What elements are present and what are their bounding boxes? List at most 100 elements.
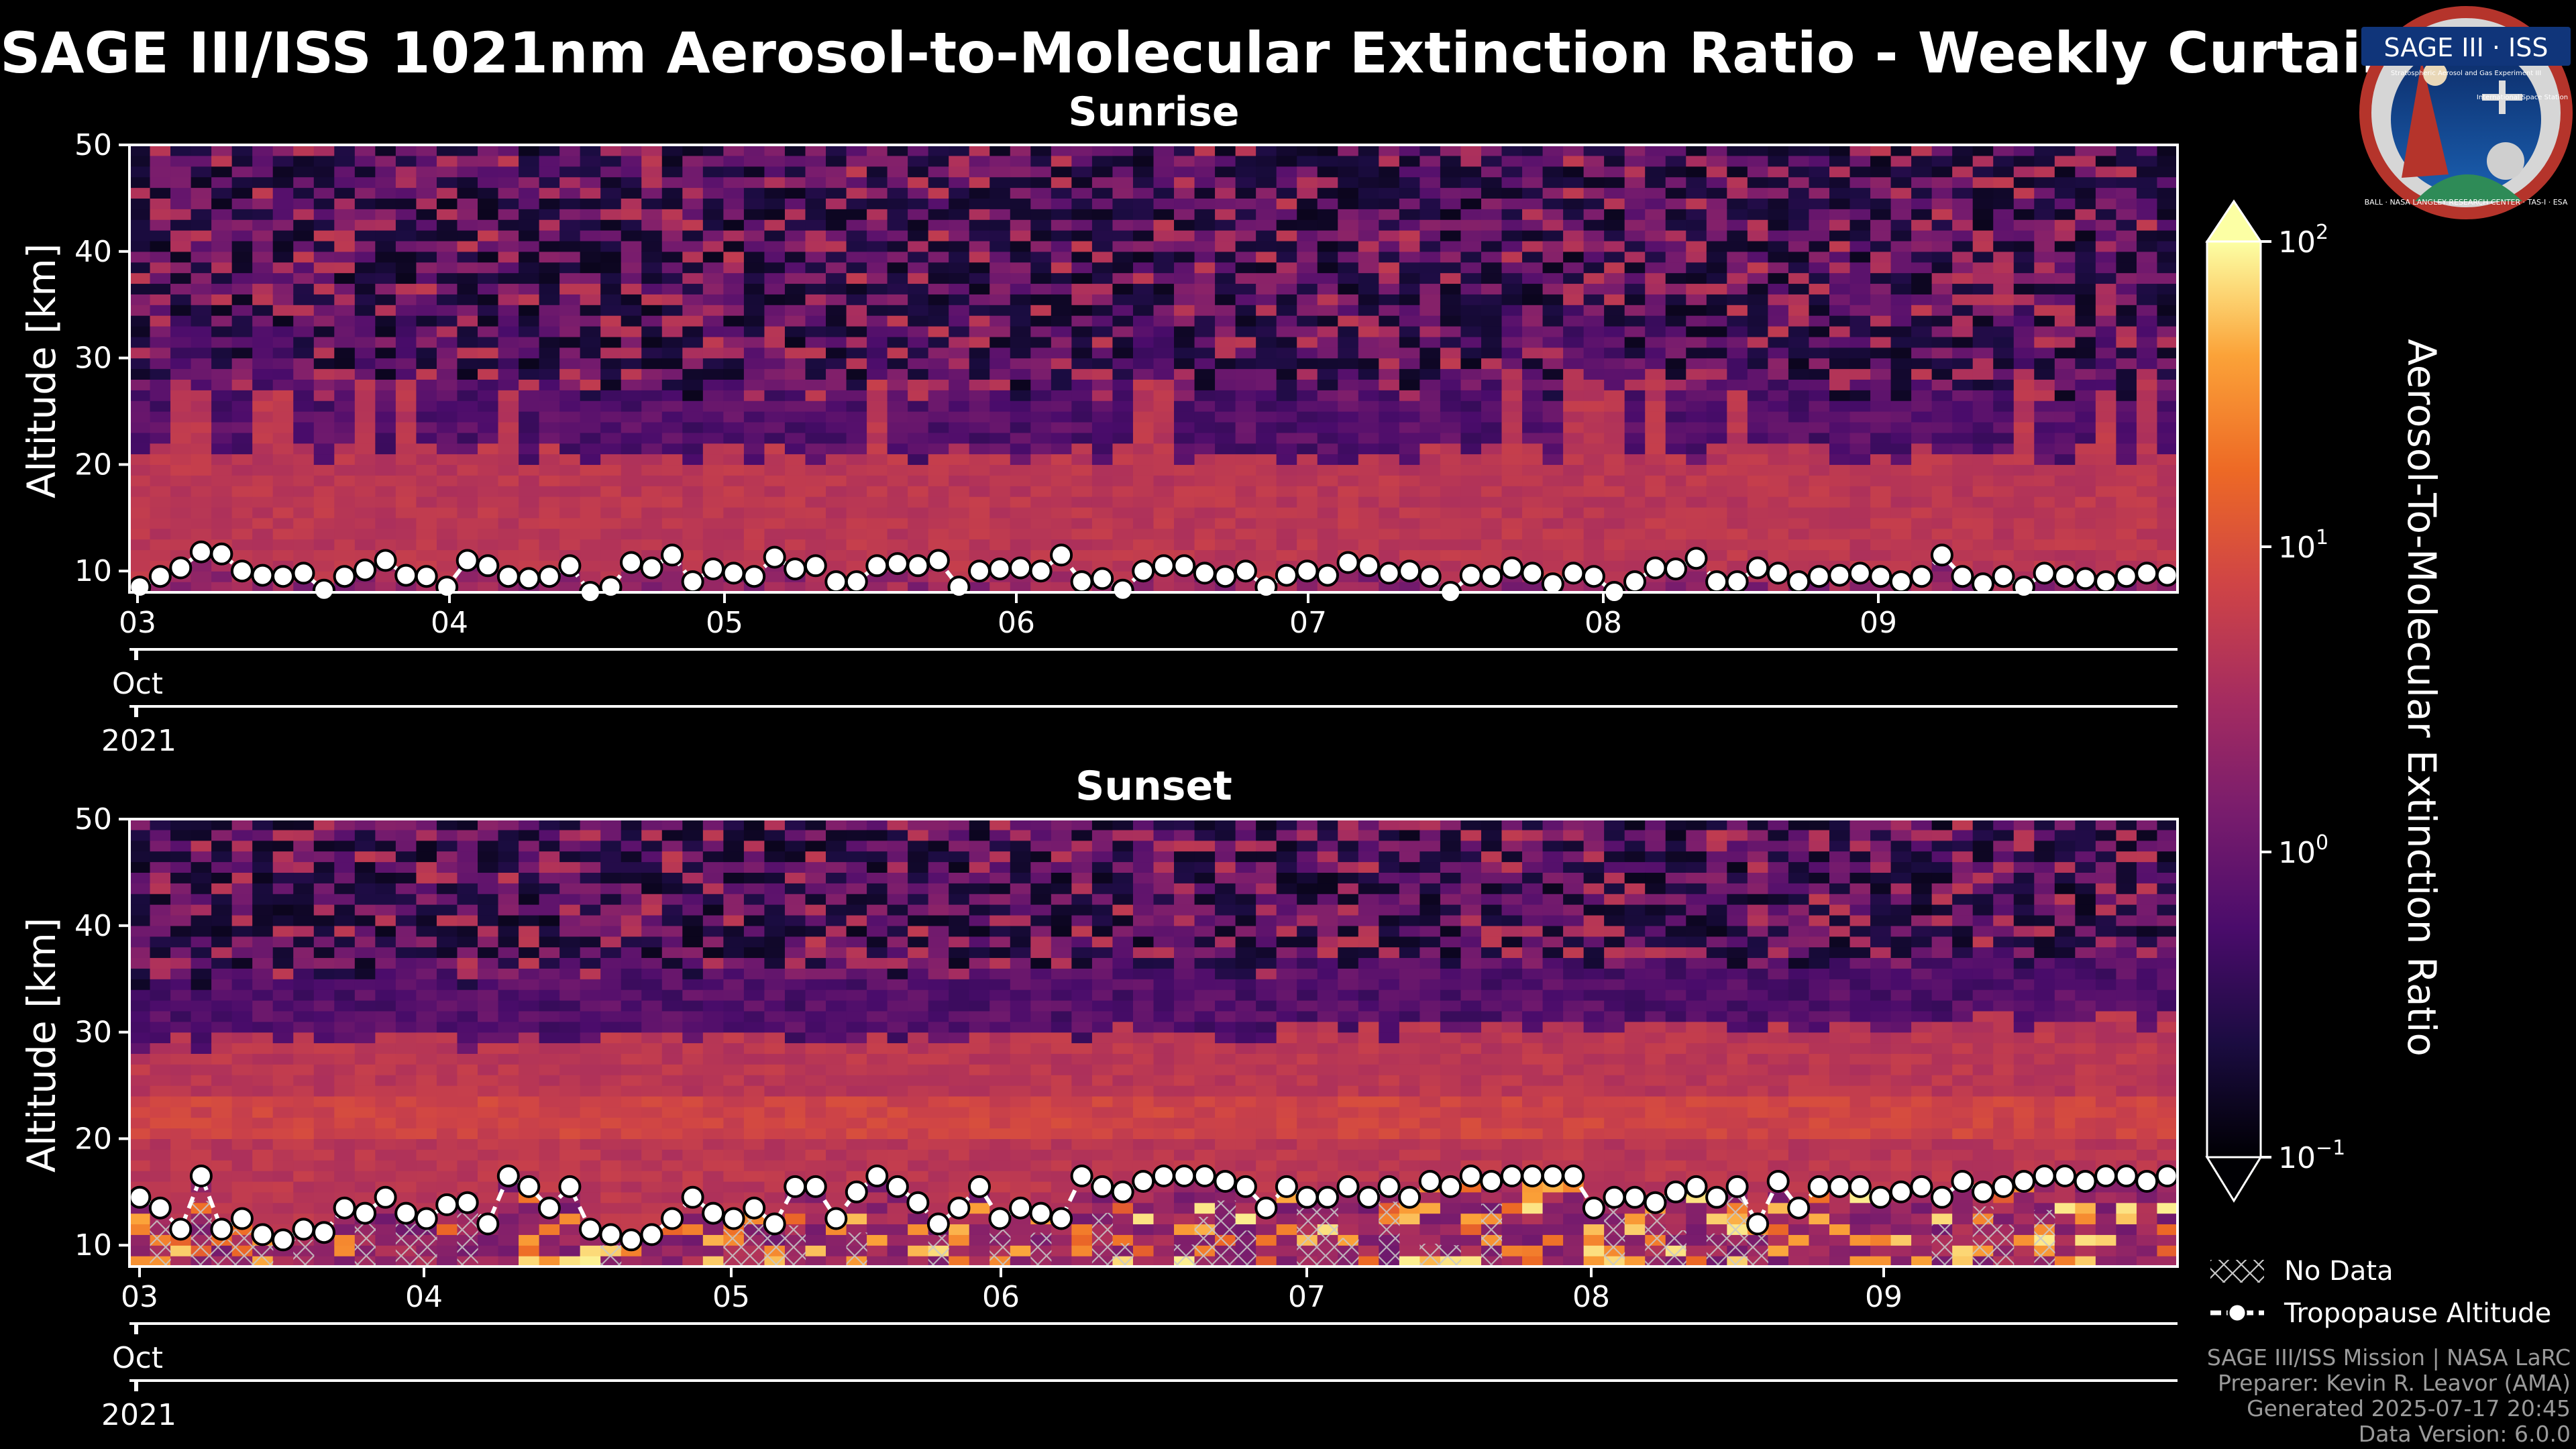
tropopause-point	[1152, 554, 1175, 578]
y-tick-label: 30	[74, 341, 112, 376]
sunset-panel: 10 20 30 40 50 03 04 05 06 07 08 09 Oct 2021	[74, 802, 2179, 1432]
tropopause-point	[1725, 570, 1749, 594]
tropopause-point	[2074, 1170, 2097, 1193]
tropopause-point	[906, 1191, 930, 1214]
tropopause-point	[578, 1218, 602, 1241]
tropopause-point	[1357, 554, 1381, 578]
tropopause-point	[2155, 1165, 2179, 1187]
tropopause-point	[517, 1175, 541, 1198]
colorbar-extend-max	[2205, 199, 2263, 243]
tropopause-point	[620, 1228, 643, 1252]
tropopause-point	[455, 549, 479, 572]
sunset-axes-frame	[128, 818, 2179, 1268]
tropopause-point	[292, 1218, 315, 1241]
tropopause-point	[1705, 1185, 1729, 1209]
tropopause-point	[251, 564, 274, 587]
y-tick-label: 20	[74, 447, 112, 482]
tropopause-point	[743, 565, 766, 588]
tropopause-point	[537, 565, 561, 588]
sunset-y-axis: 10 20 30 40 50	[74, 802, 129, 1263]
tropopause-point	[1582, 1196, 1605, 1220]
tropopause-point	[476, 1212, 500, 1236]
tropopause-point	[1951, 1170, 1974, 1193]
tropopause-point	[1295, 559, 1319, 583]
tropopause-point	[272, 1228, 294, 1252]
x-tick-label: 09	[1865, 1280, 1902, 1314]
y-tick-label: 30	[74, 1016, 112, 1050]
tropopause-point	[354, 558, 377, 582]
tropopause-point	[2114, 1165, 2138, 1187]
sunrise-x-axis: 03 04 05 06 07 08 09 Oct 2021	[101, 592, 2178, 758]
tropopause-point	[496, 565, 520, 588]
tropopause-point	[661, 1207, 684, 1230]
tropopause-point	[926, 1212, 950, 1236]
sunrise-tropopause-series	[128, 540, 2179, 604]
y-tick-label: 40	[74, 909, 112, 943]
colorbar-tick-label: 10−1	[2278, 1136, 2345, 1175]
x-tick-label: 07	[1289, 606, 1327, 640]
tropopause-point	[1787, 570, 1811, 594]
tropopause-point	[496, 1165, 520, 1187]
tropopause-point	[865, 554, 889, 578]
sage-iss-logo: SAGE III · ISS Stratospheric Aerosol and…	[2359, 6, 2573, 219]
tropopause-point	[599, 1223, 623, 1246]
y-tick-label: 50	[74, 128, 112, 162]
tropopause-point	[333, 565, 356, 588]
tropopause-point	[2094, 1165, 2118, 1187]
tropopause-point	[374, 1185, 397, 1209]
sunset-no-data-hatch	[150, 1197, 2055, 1267]
tropopause-point	[1254, 576, 1278, 599]
month-label: Oct	[112, 667, 163, 701]
tropopause-point	[947, 1196, 971, 1220]
legend-no-data-swatch	[2210, 1260, 2264, 1283]
tropopause-point	[1766, 561, 1790, 585]
x-tick-label: 04	[405, 1280, 443, 1314]
tropopause-point	[1398, 1185, 1421, 1209]
colorbar-extend-min	[2205, 1156, 2263, 1203]
tropopause-point	[1828, 1175, 1851, 1198]
tropopause-point	[681, 570, 704, 594]
tropopause-point	[2053, 1165, 2077, 1187]
colorbar-label: Aerosol-To-Molecular Extinction Ratio	[2399, 339, 2445, 1057]
sunset-ylabel: Altitude [km]	[19, 917, 64, 1173]
tropopause-point	[885, 1175, 909, 1198]
tropopause-point	[476, 554, 500, 578]
tropopause-point	[1070, 1165, 1093, 1187]
y-tick-label: 50	[74, 802, 112, 837]
tropopause-point	[988, 557, 1012, 581]
tropopause-point	[1152, 1165, 1175, 1187]
tropopause-point	[1664, 1180, 1687, 1203]
tropopause-point	[1459, 1165, 1483, 1187]
tropopause-point	[968, 1175, 991, 1198]
tropopause-point	[1848, 1175, 1872, 1198]
tropopause-point	[169, 1218, 193, 1241]
tropopause-point	[2033, 561, 2056, 585]
tropopause-point	[845, 1180, 868, 1203]
tropopause-point	[1029, 559, 1053, 583]
tropopause-point	[1582, 565, 1605, 588]
tropopause-point	[722, 1207, 745, 1230]
tropopause-point	[620, 551, 643, 574]
tropopause-point	[599, 576, 623, 599]
tropopause-point	[1910, 1175, 1933, 1198]
tropopause-point	[1807, 1175, 1831, 1198]
tropopause-point	[148, 1196, 172, 1220]
tropopause-point	[558, 554, 582, 578]
colorbar-gradient	[2207, 241, 2261, 1157]
tropopause-point	[558, 1175, 582, 1198]
tropopause-point	[394, 1201, 418, 1225]
tropopause-point	[968, 559, 991, 583]
tropopause-point	[230, 559, 254, 583]
tropopause-point	[148, 565, 172, 588]
legend-tropopause-label: Tropopause Altitude	[2284, 1298, 2551, 1329]
tropopause-point	[1091, 567, 1114, 590]
x-tick-label: 05	[712, 1280, 750, 1314]
tropopause-point	[537, 1196, 561, 1220]
tropopause-point	[1193, 1165, 1216, 1187]
tropopause-point	[1889, 1180, 1913, 1203]
credits: SAGE III/ISS Mission | NASA LaRC Prepare…	[2207, 1345, 2571, 1447]
tropopause-point	[1644, 556, 1667, 580]
tropopause-point	[169, 556, 193, 580]
tropopause-point	[1009, 1196, 1032, 1220]
